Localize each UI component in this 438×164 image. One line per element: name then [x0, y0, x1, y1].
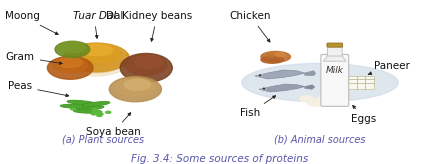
- FancyBboxPatch shape: [348, 76, 374, 89]
- Ellipse shape: [307, 100, 322, 106]
- Ellipse shape: [62, 105, 88, 107]
- Ellipse shape: [261, 51, 290, 62]
- Ellipse shape: [116, 78, 155, 96]
- Ellipse shape: [91, 55, 93, 56]
- Text: (a) Plant sources: (a) Plant sources: [62, 135, 144, 144]
- Text: Eggs: Eggs: [351, 105, 376, 124]
- Ellipse shape: [120, 53, 172, 82]
- Ellipse shape: [324, 100, 339, 106]
- Ellipse shape: [93, 63, 96, 64]
- Text: Tuar Dal: Tuar Dal: [73, 11, 116, 38]
- Ellipse shape: [74, 110, 100, 113]
- Text: Fig. 3.4: Some sources of proteins: Fig. 3.4: Some sources of proteins: [131, 154, 309, 164]
- Ellipse shape: [112, 59, 114, 60]
- Ellipse shape: [63, 43, 130, 76]
- Ellipse shape: [86, 56, 88, 58]
- Ellipse shape: [85, 56, 87, 57]
- Ellipse shape: [110, 77, 162, 102]
- Ellipse shape: [322, 93, 337, 100]
- Ellipse shape: [53, 57, 88, 73]
- Ellipse shape: [106, 110, 112, 112]
- Ellipse shape: [83, 107, 88, 109]
- Ellipse shape: [242, 63, 398, 102]
- Ellipse shape: [67, 45, 126, 73]
- Ellipse shape: [90, 108, 95, 110]
- Ellipse shape: [75, 47, 118, 68]
- FancyBboxPatch shape: [321, 54, 349, 106]
- Ellipse shape: [58, 58, 82, 67]
- Ellipse shape: [90, 112, 95, 114]
- Ellipse shape: [266, 54, 274, 57]
- Ellipse shape: [89, 57, 92, 58]
- Ellipse shape: [117, 56, 119, 57]
- Ellipse shape: [76, 106, 104, 110]
- Text: Kidney beans: Kidney beans: [122, 11, 192, 41]
- Polygon shape: [259, 84, 305, 92]
- Ellipse shape: [67, 101, 95, 104]
- Ellipse shape: [83, 50, 110, 62]
- Ellipse shape: [275, 52, 286, 57]
- Ellipse shape: [59, 42, 85, 53]
- Text: (b) Animal sources: (b) Animal sources: [274, 135, 366, 144]
- Ellipse shape: [83, 102, 110, 106]
- Text: Paneer: Paneer: [368, 61, 410, 74]
- Ellipse shape: [64, 43, 129, 72]
- FancyBboxPatch shape: [327, 43, 343, 47]
- Ellipse shape: [72, 43, 120, 63]
- Text: Fish: Fish: [240, 96, 276, 118]
- Ellipse shape: [261, 56, 283, 63]
- Text: Moong: Moong: [5, 11, 58, 34]
- Ellipse shape: [77, 113, 82, 115]
- Ellipse shape: [88, 51, 90, 52]
- Ellipse shape: [68, 115, 74, 117]
- Polygon shape: [305, 71, 316, 76]
- Ellipse shape: [107, 111, 112, 113]
- Ellipse shape: [95, 54, 98, 56]
- Ellipse shape: [69, 59, 72, 61]
- Text: Dal: Dal: [106, 11, 124, 21]
- Ellipse shape: [68, 101, 94, 104]
- Text: Chicken: Chicken: [230, 11, 271, 42]
- Ellipse shape: [60, 104, 88, 108]
- Ellipse shape: [94, 109, 99, 111]
- Text: Gram: Gram: [6, 52, 62, 64]
- Ellipse shape: [79, 48, 114, 65]
- Ellipse shape: [134, 55, 162, 69]
- Text: Milk: Milk: [325, 66, 343, 75]
- Ellipse shape: [331, 97, 346, 103]
- Ellipse shape: [259, 75, 261, 76]
- Ellipse shape: [55, 41, 90, 58]
- Polygon shape: [305, 85, 315, 89]
- Ellipse shape: [316, 96, 330, 103]
- Text: Peas: Peas: [8, 81, 69, 97]
- Ellipse shape: [94, 55, 96, 56]
- Ellipse shape: [128, 57, 131, 59]
- Ellipse shape: [74, 110, 102, 113]
- Ellipse shape: [68, 106, 74, 108]
- Ellipse shape: [126, 55, 167, 75]
- Ellipse shape: [84, 102, 109, 106]
- Ellipse shape: [107, 115, 112, 117]
- Ellipse shape: [77, 106, 102, 109]
- Ellipse shape: [124, 79, 151, 90]
- Ellipse shape: [103, 59, 106, 61]
- Ellipse shape: [299, 96, 314, 102]
- Polygon shape: [324, 55, 346, 61]
- Ellipse shape: [91, 62, 94, 63]
- Ellipse shape: [258, 75, 262, 76]
- Text: Soya bean: Soya bean: [86, 113, 141, 137]
- Polygon shape: [255, 70, 305, 79]
- Ellipse shape: [71, 46, 122, 71]
- FancyBboxPatch shape: [327, 45, 342, 56]
- Ellipse shape: [262, 88, 266, 89]
- Ellipse shape: [80, 45, 113, 56]
- Ellipse shape: [122, 55, 124, 57]
- Ellipse shape: [263, 88, 265, 89]
- Ellipse shape: [129, 54, 132, 55]
- Ellipse shape: [75, 60, 78, 61]
- Ellipse shape: [47, 56, 93, 79]
- Ellipse shape: [81, 56, 84, 58]
